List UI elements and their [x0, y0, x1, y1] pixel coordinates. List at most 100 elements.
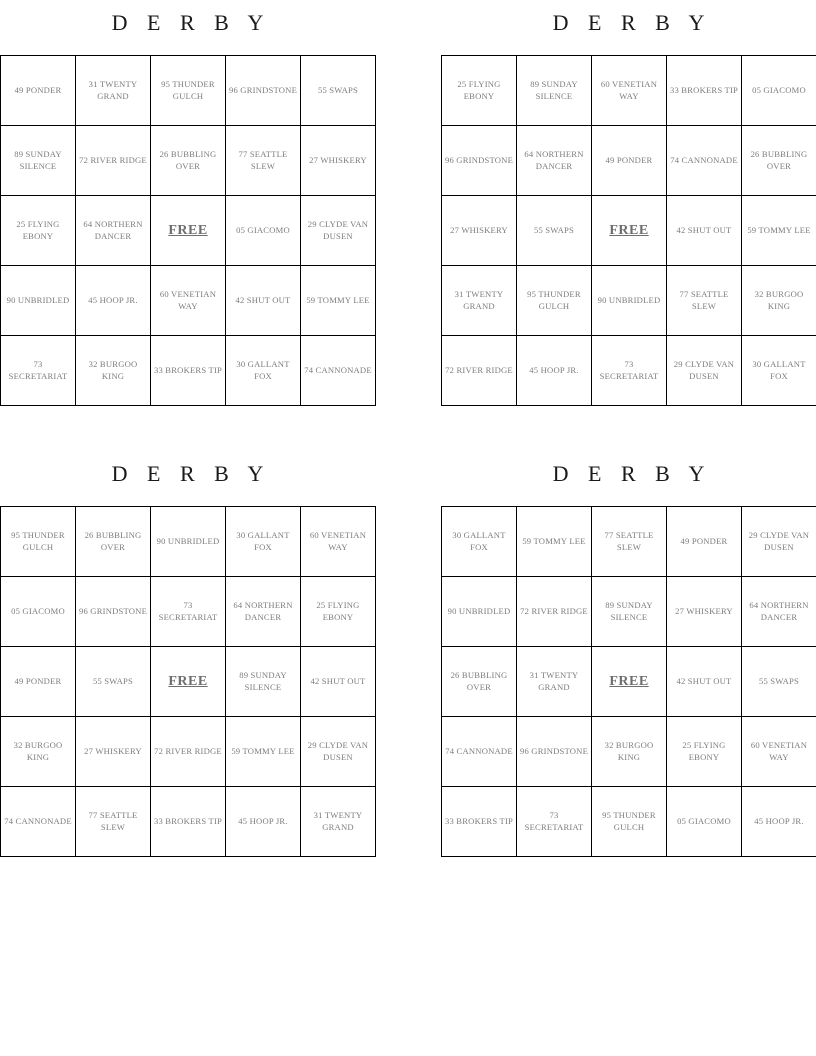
free-space-cell[interactable]: FREE — [591, 195, 667, 266]
bingo-cell[interactable]: 26 BUBBLING OVER — [150, 125, 226, 196]
bingo-cell[interactable]: 33 BROKERS TIP — [441, 786, 517, 857]
bingo-cell[interactable]: 59 TOMMY LEE — [516, 506, 592, 577]
bingo-cell[interactable]: 72 RIVER RIDGE — [75, 125, 151, 196]
bingo-cell[interactable]: 27 WHISKERY — [666, 576, 742, 647]
bingo-cell[interactable]: 29 CLYDE VAN DUSEN — [300, 716, 376, 787]
bingo-cell[interactable]: 77 SEATTLE SLEW — [591, 506, 667, 577]
bingo-cell[interactable]: 25 FLYING EBONY — [666, 716, 742, 787]
bingo-cell[interactable]: 29 CLYDE VAN DUSEN — [300, 195, 376, 266]
free-space-cell[interactable]: FREE — [150, 646, 226, 717]
bingo-cell[interactable]: 95 THUNDER GULCH — [591, 786, 667, 857]
bingo-cell[interactable]: 55 SWAPS — [741, 646, 816, 717]
bingo-cell[interactable]: 96 GRINDSTONE — [441, 125, 517, 196]
bingo-cell[interactable]: 60 VENETIAN WAY — [591, 55, 667, 126]
bingo-cell[interactable]: 26 BUBBLING OVER — [75, 506, 151, 577]
bingo-cell[interactable]: 31 TWENTY GRAND — [300, 786, 376, 857]
bingo-cell[interactable]: 33 BROKERS TIP — [150, 786, 226, 857]
bingo-cell[interactable]: 49 PONDER — [0, 55, 76, 126]
bingo-cell[interactable]: 55 SWAPS — [516, 195, 592, 266]
bingo-cell[interactable]: 31 TWENTY GRAND — [516, 646, 592, 717]
bingo-cell[interactable]: 77 SEATTLE SLEW — [75, 786, 151, 857]
bingo-cell[interactable]: 89 SUNDAY SILENCE — [591, 576, 667, 647]
bingo-cell[interactable]: 25 FLYING EBONY — [0, 195, 76, 266]
bingo-cell[interactable]: 74 CANNONADE — [441, 716, 517, 787]
bingo-cell[interactable]: 55 SWAPS — [75, 646, 151, 717]
bingo-cell[interactable]: 05 GIACOMO — [225, 195, 301, 266]
bingo-cell[interactable]: 27 WHISKERY — [300, 125, 376, 196]
bingo-cell[interactable]: 05 GIACOMO — [0, 576, 76, 647]
bingo-cell[interactable]: 49 PONDER — [0, 646, 76, 717]
bingo-cell[interactable]: 55 SWAPS — [300, 55, 376, 126]
bingo-cell[interactable]: 77 SEATTLE SLEW — [225, 125, 301, 196]
bingo-cell[interactable]: 73 SECRETARIAT — [516, 786, 592, 857]
bingo-cell[interactable]: 42 SHUT OUT — [666, 195, 742, 266]
bingo-cell[interactable]: 59 TOMMY LEE — [300, 265, 376, 336]
bingo-cell[interactable]: 31 TWENTY GRAND — [441, 265, 517, 336]
bingo-cell[interactable]: 90 UNBRIDLED — [0, 265, 76, 336]
bingo-cell[interactable]: 64 NORTHERN DANCER — [75, 195, 151, 266]
bingo-cell[interactable]: 30 GALLANT FOX — [441, 506, 517, 577]
bingo-cell[interactable]: 27 WHISKERY — [75, 716, 151, 787]
bingo-cell[interactable]: 32 BURGOO KING — [0, 716, 76, 787]
bingo-cell[interactable]: 60 VENETIAN WAY — [150, 265, 226, 336]
bingo-cell[interactable]: 45 HOOP JR. — [516, 335, 592, 406]
bingo-cell[interactable]: 64 NORTHERN DANCER — [516, 125, 592, 196]
bingo-cell[interactable]: 95 THUNDER GULCH — [0, 506, 76, 577]
bingo-cell[interactable]: 27 WHISKERY — [441, 195, 517, 266]
bingo-cell[interactable]: 64 NORTHERN DANCER — [225, 576, 301, 647]
bingo-cell[interactable]: 26 BUBBLING OVER — [741, 125, 816, 196]
bingo-cell[interactable]: 73 SECRETARIAT — [0, 335, 76, 406]
bingo-cell[interactable]: 96 GRINDSTONE — [225, 55, 301, 126]
bingo-cell[interactable]: 96 GRINDSTONE — [75, 576, 151, 647]
bingo-cell[interactable]: 74 CANNONADE — [0, 786, 76, 857]
bingo-cell[interactable]: 89 SUNDAY SILENCE — [0, 125, 76, 196]
bingo-cell[interactable]: 60 VENETIAN WAY — [300, 506, 376, 577]
bingo-cell[interactable]: 74 CANNONADE — [300, 335, 376, 406]
bingo-cell[interactable]: 73 SECRETARIAT — [150, 576, 226, 647]
bingo-cell[interactable]: 60 VENETIAN WAY — [741, 716, 816, 787]
bingo-cell[interactable]: 95 THUNDER GULCH — [516, 265, 592, 336]
bingo-cell[interactable]: 31 TWENTY GRAND — [75, 55, 151, 126]
bingo-cell[interactable]: 49 PONDER — [591, 125, 667, 196]
bingo-cell[interactable]: 32 BURGOO KING — [75, 335, 151, 406]
bingo-cell[interactable]: 77 SEATTLE SLEW — [666, 265, 742, 336]
bingo-cell[interactable]: 95 THUNDER GULCH — [150, 55, 226, 126]
bingo-cell[interactable]: 89 SUNDAY SILENCE — [516, 55, 592, 126]
bingo-cell[interactable]: 30 GALLANT FOX — [225, 335, 301, 406]
bingo-cell[interactable]: 45 HOOP JR. — [75, 265, 151, 336]
bingo-cell[interactable]: 32 BURGOO KING — [741, 265, 816, 336]
bingo-cell[interactable]: 72 RIVER RIDGE — [150, 716, 226, 787]
bingo-cell[interactable]: 49 PONDER — [666, 506, 742, 577]
bingo-cell[interactable]: 45 HOOP JR. — [225, 786, 301, 857]
bingo-cell[interactable]: 96 GRINDSTONE — [516, 716, 592, 787]
bingo-cell[interactable]: 29 CLYDE VAN DUSEN — [666, 335, 742, 406]
bingo-cell[interactable]: 64 NORTHERN DANCER — [741, 576, 816, 647]
bingo-cell[interactable]: 33 BROKERS TIP — [666, 55, 742, 126]
bingo-cell[interactable]: 25 FLYING EBONY — [300, 576, 376, 647]
bingo-cell[interactable]: 30 GALLANT FOX — [225, 506, 301, 577]
bingo-cell[interactable]: 25 FLYING EBONY — [441, 55, 517, 126]
free-space-cell[interactable]: FREE — [150, 195, 226, 266]
bingo-cell[interactable]: 26 BUBBLING OVER — [441, 646, 517, 717]
bingo-cell[interactable]: 90 UNBRIDLED — [591, 265, 667, 336]
bingo-cell[interactable]: 72 RIVER RIDGE — [441, 335, 517, 406]
bingo-cell[interactable]: 45 HOOP JR. — [741, 786, 816, 857]
bingo-cell[interactable]: 59 TOMMY LEE — [741, 195, 816, 266]
bingo-cell[interactable]: 74 CANNONADE — [666, 125, 742, 196]
bingo-cell[interactable]: 90 UNBRIDLED — [150, 506, 226, 577]
free-space-cell[interactable]: FREE — [591, 646, 667, 717]
bingo-cell[interactable]: 73 SECRETARIAT — [591, 335, 667, 406]
bingo-cell[interactable]: 90 UNBRIDLED — [441, 576, 517, 647]
bingo-cell[interactable]: 05 GIACOMO — [666, 786, 742, 857]
bingo-cell[interactable]: 59 TOMMY LEE — [225, 716, 301, 787]
bingo-cell[interactable]: 42 SHUT OUT — [666, 646, 742, 717]
bingo-cell[interactable]: 32 BURGOO KING — [591, 716, 667, 787]
bingo-cell[interactable]: 30 GALLANT FOX — [741, 335, 816, 406]
bingo-cell[interactable]: 42 SHUT OUT — [300, 646, 376, 717]
bingo-cell[interactable]: 29 CLYDE VAN DUSEN — [741, 506, 816, 577]
bingo-cell[interactable]: 05 GIACOMO — [741, 55, 816, 126]
bingo-cell[interactable]: 33 BROKERS TIP — [150, 335, 226, 406]
bingo-cell[interactable]: 72 RIVER RIDGE — [516, 576, 592, 647]
bingo-cell[interactable]: 89 SUNDAY SILENCE — [225, 646, 301, 717]
bingo-cell[interactable]: 42 SHUT OUT — [225, 265, 301, 336]
